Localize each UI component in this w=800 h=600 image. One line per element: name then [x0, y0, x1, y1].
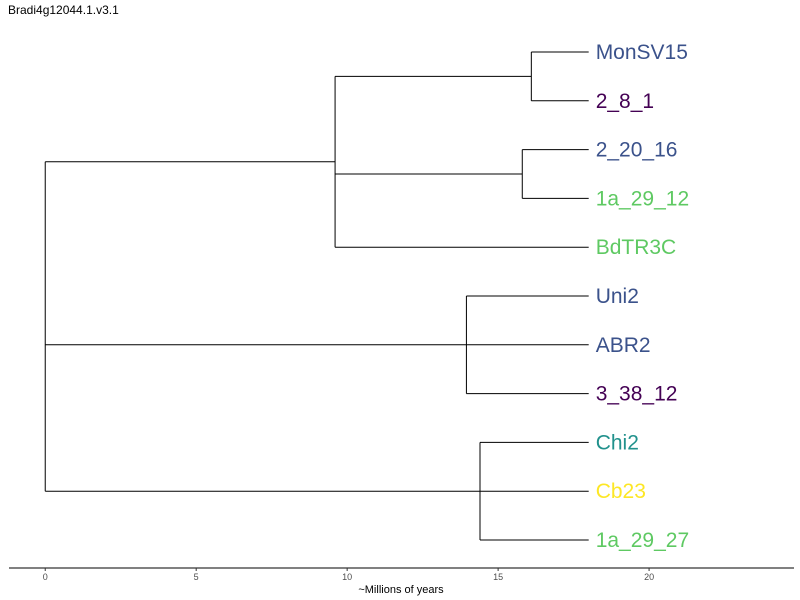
leaf-label-1a_29_12: 1a_29_12 — [596, 187, 689, 210]
leaf-label-Cb23: Cb23 — [596, 480, 646, 503]
leaf-label-Chi2: Chi2 — [596, 431, 639, 454]
x-tick-label: 0 — [43, 572, 48, 582]
x-tick-label: 15 — [493, 572, 503, 582]
leaf-label-3_38_12: 3_38_12 — [596, 383, 678, 406]
leaf-label-2_20_16: 2_20_16 — [596, 139, 678, 162]
x-tick-label: 5 — [194, 572, 199, 582]
x-tick-label: 10 — [342, 572, 352, 582]
tree-title: Bradi4g12044.1.v3.1 — [8, 3, 119, 17]
x-tick-label: 20 — [644, 572, 654, 582]
tree-branches — [44, 51, 589, 541]
leaf-label-BdTR3C: BdTR3C — [596, 236, 677, 259]
leaf-labels: MonSV15 2_8_1 2_20_16 1a_29_12 BdTR3C Uni2 ABR… — [596, 41, 689, 552]
leaf-label-MonSV15: MonSV15 — [596, 41, 688, 64]
leaf-label-2_8_1: 2_8_1 — [596, 90, 654, 113]
x-axis-ticks: 0 5 10 15 20 — [43, 568, 654, 582]
x-axis-title: ~Millions of years — [358, 584, 444, 596]
leaf-label-ABR2: ABR2 — [596, 334, 651, 357]
leaf-label-1a_29_27: 1a_29_27 — [596, 529, 689, 552]
leaf-label-Uni2: Uni2 — [596, 285, 639, 308]
